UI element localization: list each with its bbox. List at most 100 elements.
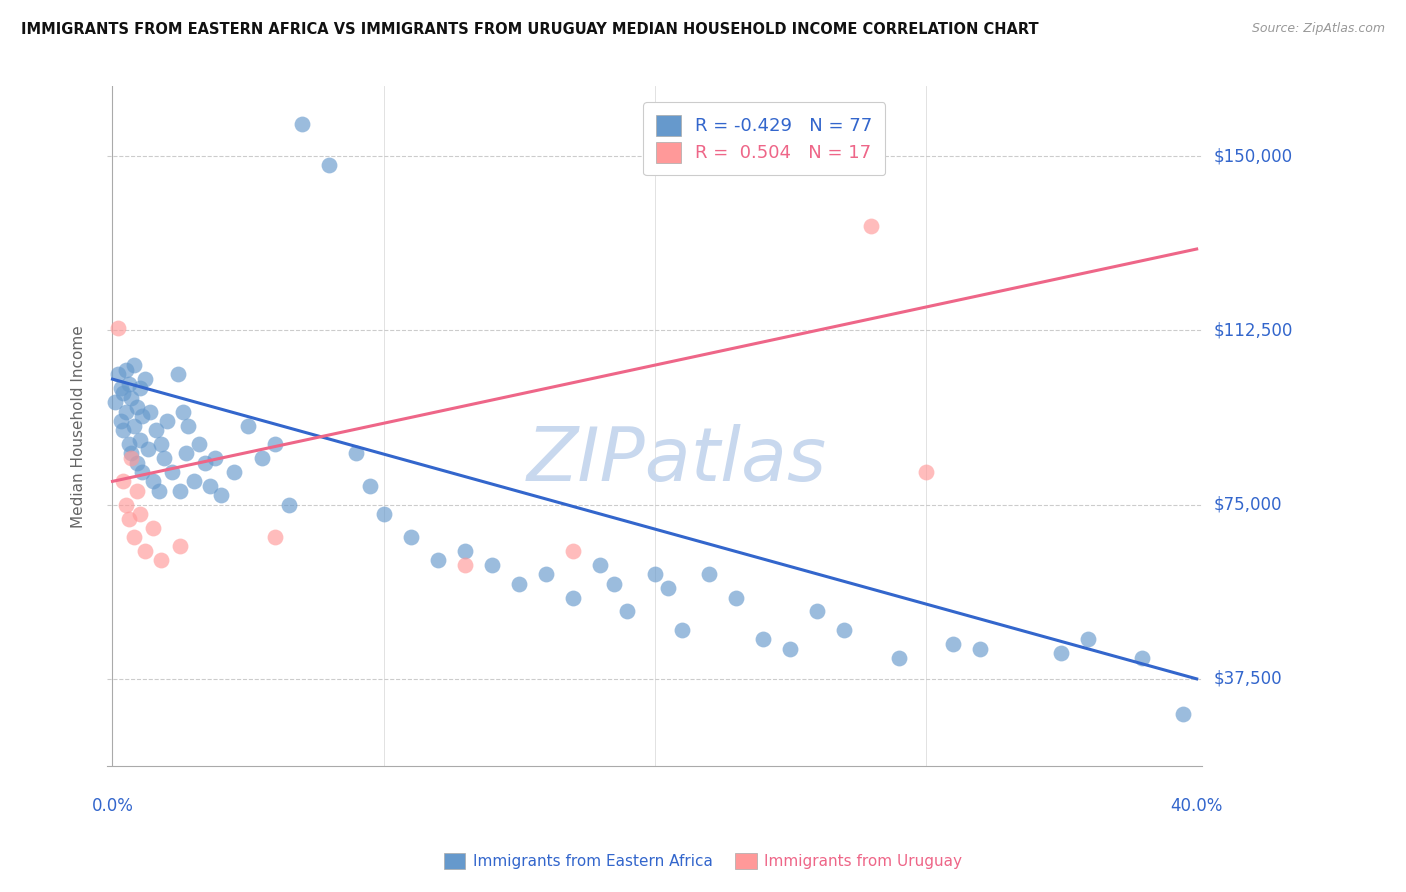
Point	[264, 437, 287, 451]
Point	[373, 507, 395, 521]
Point	[914, 465, 936, 479]
Point	[118, 376, 141, 391]
Point	[131, 465, 153, 479]
Point	[128, 507, 150, 521]
Point	[169, 483, 191, 498]
Point	[752, 632, 775, 647]
Point	[153, 451, 176, 466]
Point	[112, 475, 135, 489]
Point	[121, 451, 143, 466]
Point	[589, 558, 612, 572]
Point	[142, 521, 165, 535]
Point	[454, 558, 477, 572]
Point	[131, 409, 153, 424]
Point	[125, 483, 148, 498]
Point	[562, 591, 585, 605]
Point	[318, 158, 340, 172]
Point	[697, 567, 720, 582]
Point	[224, 465, 246, 479]
Point	[122, 530, 145, 544]
Point	[236, 418, 259, 433]
Point	[104, 395, 127, 409]
Point	[122, 418, 145, 433]
Point	[1171, 706, 1194, 721]
Point	[426, 553, 449, 567]
Point	[136, 442, 159, 456]
Point	[250, 451, 273, 466]
Point	[145, 423, 167, 437]
Point	[204, 451, 226, 466]
Point	[1077, 632, 1099, 647]
Point	[115, 405, 138, 419]
Point	[128, 381, 150, 395]
Text: 40.0%: 40.0%	[1170, 797, 1223, 814]
Point	[112, 386, 135, 401]
Point	[118, 511, 141, 525]
Point	[209, 488, 232, 502]
Point	[139, 405, 162, 419]
Point	[112, 423, 135, 437]
Text: Source: ZipAtlas.com: Source: ZipAtlas.com	[1251, 22, 1385, 36]
Point	[671, 623, 693, 637]
Point	[128, 433, 150, 447]
Point	[172, 405, 194, 419]
Point	[264, 530, 287, 544]
Text: $75,000: $75,000	[1213, 496, 1282, 514]
Point	[644, 567, 666, 582]
Text: $112,500: $112,500	[1213, 321, 1292, 339]
Point	[724, 591, 747, 605]
Point	[481, 558, 503, 572]
Point	[346, 446, 368, 460]
Legend: Immigrants from Eastern Africa, Immigrants from Uruguay: Immigrants from Eastern Africa, Immigran…	[437, 847, 969, 875]
Point	[148, 483, 170, 498]
Point	[277, 498, 299, 512]
Text: 0.0%: 0.0%	[91, 797, 134, 814]
Point	[657, 581, 679, 595]
Point	[134, 372, 156, 386]
Point	[177, 418, 200, 433]
Point	[508, 576, 530, 591]
Point	[174, 446, 197, 460]
Point	[142, 475, 165, 489]
Text: ZIPatlas: ZIPatlas	[526, 425, 827, 496]
Point	[115, 498, 138, 512]
Point	[125, 400, 148, 414]
Point	[942, 637, 965, 651]
Point	[107, 368, 129, 382]
Point	[616, 605, 638, 619]
Point	[115, 363, 138, 377]
Point	[110, 381, 132, 395]
Point	[834, 623, 856, 637]
Legend: R = -0.429   N = 77, R =  0.504   N = 17: R = -0.429 N = 77, R = 0.504 N = 17	[643, 103, 886, 176]
Point	[291, 116, 314, 130]
Point	[156, 414, 179, 428]
Point	[160, 465, 183, 479]
Point	[562, 544, 585, 558]
Point	[1132, 651, 1154, 665]
Point	[806, 605, 828, 619]
Text: IMMIGRANTS FROM EASTERN AFRICA VS IMMIGRANTS FROM URUGUAY MEDIAN HOUSEHOLD INCOM: IMMIGRANTS FROM EASTERN AFRICA VS IMMIGR…	[21, 22, 1039, 37]
Point	[969, 641, 991, 656]
Point	[359, 479, 381, 493]
Point	[118, 437, 141, 451]
Y-axis label: Median Household Income: Median Household Income	[72, 325, 86, 527]
Point	[454, 544, 477, 558]
Point	[198, 479, 221, 493]
Point	[183, 475, 205, 489]
Point	[107, 321, 129, 335]
Point	[399, 530, 422, 544]
Point	[110, 414, 132, 428]
Point	[534, 567, 557, 582]
Point	[1050, 646, 1073, 660]
Text: $150,000: $150,000	[1213, 147, 1292, 165]
Point	[188, 437, 211, 451]
Point	[779, 641, 801, 656]
Point	[169, 540, 191, 554]
Point	[150, 437, 173, 451]
Point	[166, 368, 188, 382]
Point	[860, 219, 883, 233]
Point	[122, 358, 145, 372]
Text: $37,500: $37,500	[1213, 670, 1282, 688]
Point	[194, 456, 217, 470]
Point	[121, 391, 143, 405]
